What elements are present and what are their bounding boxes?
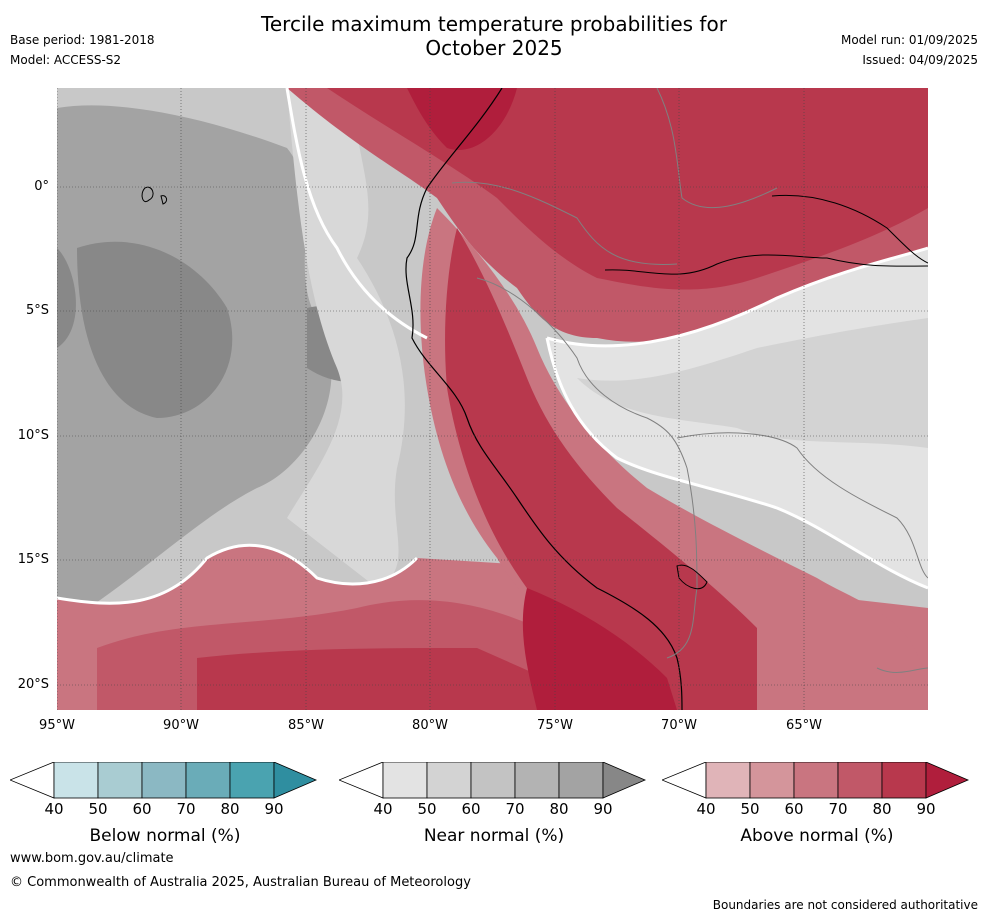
lon-label-75w: 75°W — [537, 718, 573, 733]
near-tick-80: 80 — [549, 800, 569, 818]
above-tick-40: 40 — [696, 800, 716, 818]
near-normal-label: Near normal (%) — [423, 826, 565, 846]
lat-label-0: 0° — [34, 179, 49, 194]
title-line-2: October 2025 — [425, 36, 563, 60]
above-tick-60: 60 — [784, 800, 804, 818]
graticule — [57, 88, 928, 710]
lon-label-65w: 65°W — [786, 718, 822, 733]
colorbar-below-swatches — [8, 761, 318, 799]
above-tick-70: 70 — [828, 800, 848, 818]
near-normal-80-region-3 — [57, 248, 76, 348]
boundaries-note: Boundaries are not considered authoritat… — [712, 898, 978, 912]
above-normal-80-south — [197, 648, 617, 710]
coastline — [405, 88, 683, 710]
lon-label-70w: 70°W — [661, 718, 697, 733]
probability-map — [57, 88, 928, 710]
near-normal-50-east — [577, 318, 928, 448]
colorbar-near: 40 50 60 70 80 90 Near normal (%) — [337, 761, 649, 862]
above-tick-50: 50 — [740, 800, 760, 818]
above-tick-80: 80 — [872, 800, 892, 818]
model-text: Model: ACCESS-S2 — [10, 53, 122, 67]
title-line-1: Tercile maximum temperature probabilitie… — [261, 12, 727, 36]
contour-line-south — [57, 543, 419, 605]
above-normal-90-andes — [522, 588, 677, 710]
contour-line-east — [546, 246, 928, 348]
issued-text: Issued: 04/09/2025 — [862, 53, 978, 67]
map-title: Tercile maximum temperature probabilitie… — [0, 12, 988, 60]
lon-label-95w: 95°W — [39, 718, 75, 733]
colorbar-near-swatches — [337, 761, 647, 799]
below-normal-label: Below normal (%) — [89, 826, 241, 846]
colorbar-above-swatches — [660, 761, 970, 799]
lon-label-85w: 85°W — [288, 718, 324, 733]
below-tick-50: 50 — [88, 800, 108, 818]
lat-label-10s: 10°S — [17, 428, 49, 443]
near-tick-40: 40 — [373, 800, 393, 818]
contour-line-east-2 — [545, 337, 928, 590]
country-borders — [451, 88, 928, 673]
header-right: Model run: 01/09/2025 Issued: 04/09/2025 — [841, 30, 978, 70]
galapagos-island-2 — [160, 195, 168, 205]
footer-url[interactable]: www.bom.gov.au/climate — [10, 851, 174, 866]
model-run-text: Model run: 01/09/2025 — [840, 33, 978, 47]
above-normal-90-north — [407, 88, 517, 150]
near-tick-50: 50 — [417, 800, 437, 818]
lon-label-90w: 90°W — [163, 718, 199, 733]
lat-label-15s: 15°S — [17, 552, 49, 567]
colorbar-above: 40 50 60 70 80 90 Above normal (%) — [660, 761, 972, 862]
lat-label-20s: 20°S — [17, 677, 49, 692]
near-tick-90: 90 — [593, 800, 613, 818]
contour-line-north — [285, 88, 428, 340]
amazon-river — [604, 254, 928, 275]
above-normal-label: Above normal (%) — [740, 826, 894, 846]
below-tick-90: 90 — [264, 800, 284, 818]
below-tick-40: 40 — [44, 800, 64, 818]
lake-titicaca — [676, 564, 708, 590]
base-period-text: Base period: 1981-2018 — [10, 33, 155, 47]
near-tick-70: 70 — [505, 800, 525, 818]
near-tick-60: 60 — [461, 800, 481, 818]
below-tick-80: 80 — [220, 800, 240, 818]
below-tick-70: 70 — [176, 800, 196, 818]
galapagos-islands — [141, 186, 154, 202]
footer-copyright: © Commonwealth of Australia 2025, Austra… — [10, 875, 471, 890]
river-north — [771, 194, 928, 264]
below-tick-60: 60 — [132, 800, 152, 818]
header-left: Base period: 1981-2018 Model: ACCESS-S2 — [10, 30, 155, 70]
colorbar-below: 40 50 60 70 80 90 Below normal (%) — [8, 761, 320, 862]
lon-label-80w: 80°W — [412, 718, 448, 733]
near-normal-80-region — [77, 241, 233, 418]
above-tick-90: 90 — [916, 800, 936, 818]
lat-label-5s: 5°S — [25, 303, 49, 318]
